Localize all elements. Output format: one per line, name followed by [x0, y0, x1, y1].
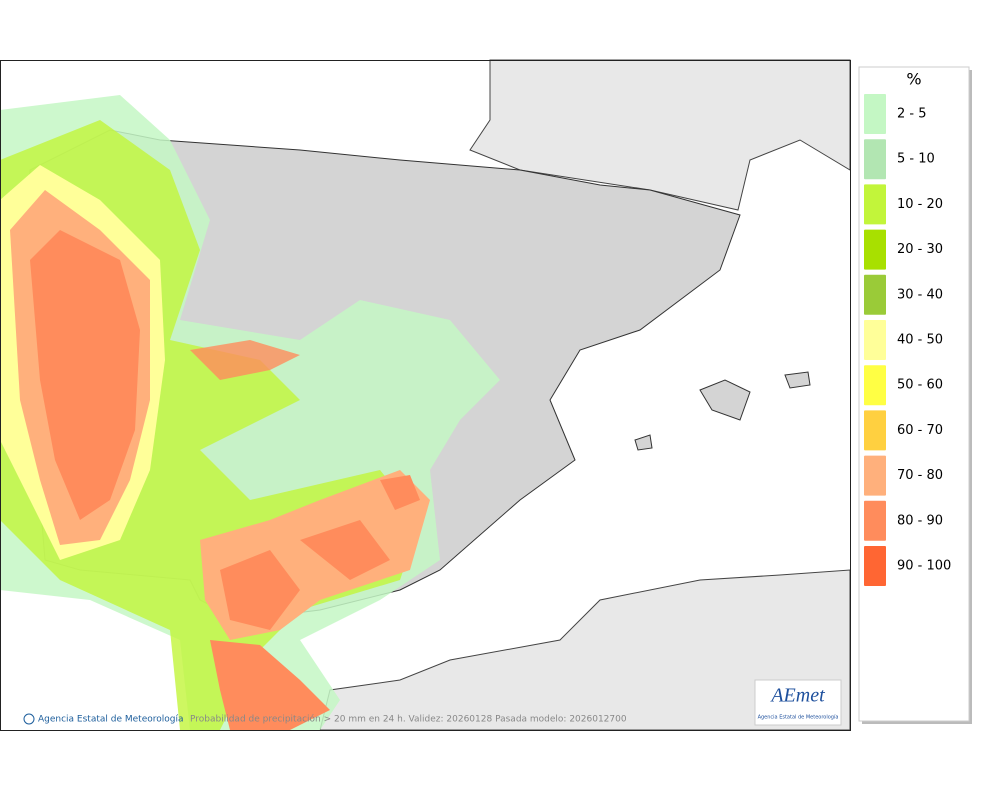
mallorca	[699, 379, 751, 421]
legend: % 2 - 5 5 - 10 10 - 20 20 - 30 30 - 40 40 - 5…	[858, 66, 972, 724]
prob-centre	[190, 340, 300, 380]
legend-swatch	[864, 500, 886, 541]
legend-swatch	[864, 229, 886, 270]
legend-label: 80 - 90	[897, 513, 943, 528]
legend-swatch	[864, 410, 886, 451]
legend-swatch	[864, 320, 886, 360]
legend-swatch	[864, 184, 886, 225]
legend-title: %	[906, 70, 921, 89]
legend-label: 60 - 70	[897, 423, 943, 438]
logo-subtitle: Agencia Estatal de Meteorología	[758, 714, 839, 721]
legend-swatch	[864, 546, 886, 586]
prob-80-90	[30, 230, 140, 520]
logo-name: AEmet	[769, 685, 825, 707]
map: Agencia Estatal de Meteorología Probabil…	[0, 59, 851, 731]
legend-swatch	[864, 139, 886, 180]
legend-label: 30 - 40	[897, 287, 943, 302]
map-frame	[0, 60, 851, 731]
legend-swatch	[864, 455, 886, 496]
legend-label: 5 - 10	[897, 152, 935, 167]
legend-swatch	[864, 94, 886, 134]
agency-name: Agencia Estatal de Meteorología	[38, 715, 184, 725]
prob-south-80-90	[220, 475, 420, 630]
legend-label: 2 - 5	[897, 107, 927, 122]
legend-swatch	[864, 274, 886, 315]
agency-icon	[23, 713, 35, 725]
menorca	[784, 371, 811, 389]
prob-gibraltar	[210, 640, 330, 730]
legend-label: 10 - 20	[897, 197, 943, 212]
logo-box	[754, 679, 842, 726]
legend-label: 20 - 30	[897, 242, 943, 257]
legend-label: 90 - 100	[897, 559, 951, 574]
legend-label: 40 - 50	[897, 333, 943, 348]
legend-label: 70 - 80	[897, 468, 943, 483]
caption: Probabilidad de precipitación > 20 mm en…	[190, 714, 627, 725]
ibiza	[634, 434, 653, 451]
legend-swatch	[864, 365, 886, 406]
legend-label: 50 - 60	[897, 378, 943, 393]
